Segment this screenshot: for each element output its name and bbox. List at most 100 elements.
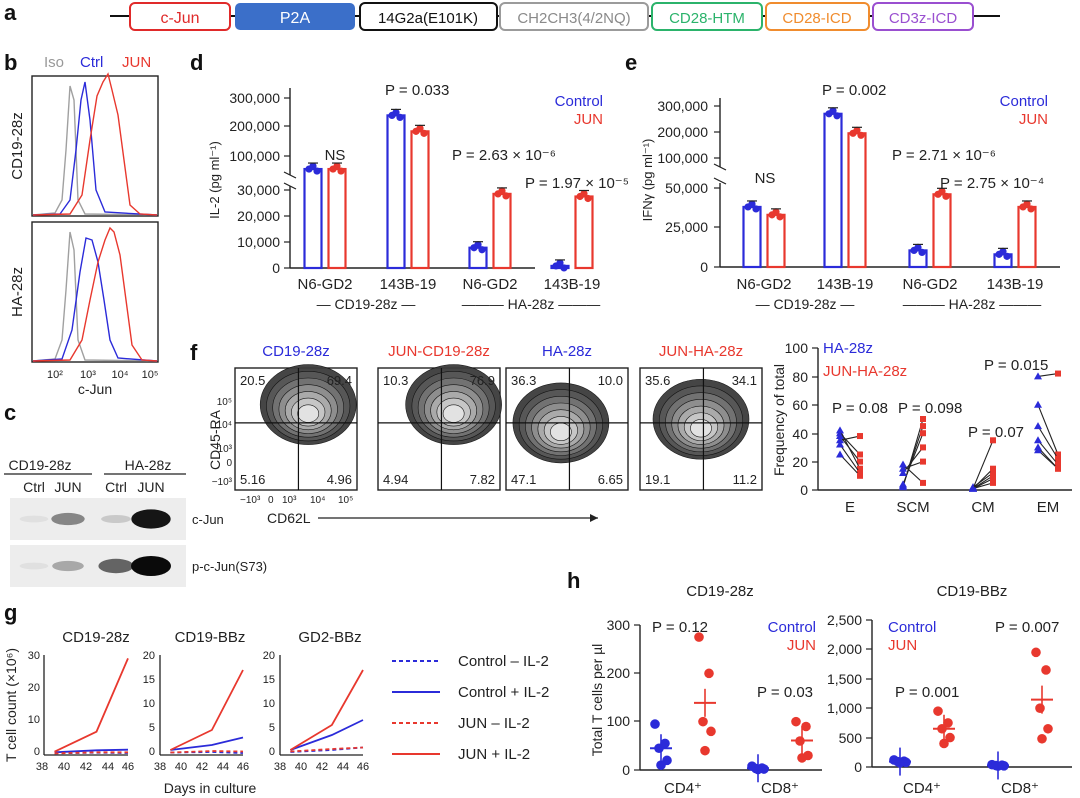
e-pval-1: NS — [755, 170, 776, 187]
h2-point-jun-0-0 — [933, 706, 943, 716]
h2-point-jun-0-4 — [939, 738, 949, 749]
e-pval-2: P = 0.002 — [822, 82, 886, 99]
g-legend-2: Control + IL-2 — [458, 684, 549, 701]
f-ylabel: CD45-RA — [207, 409, 223, 470]
f-contour-1-6 — [442, 404, 465, 423]
e-point-jun-1-1 — [853, 126, 861, 134]
g-title-2: CD19-BBz — [175, 629, 246, 646]
h2-pval-cd8: P = 0.007 — [995, 619, 1059, 636]
f2-pair-line-1-3 — [902, 447, 924, 474]
f2-point-ha-1-4 — [899, 464, 907, 472]
g3-xtick-40: 40 — [295, 761, 307, 773]
f2-point-jun-1-4 — [920, 458, 926, 465]
f-quadrant-2-0: 36.3 — [511, 373, 536, 388]
h2-ytick-500: 500 — [839, 730, 863, 746]
blot-band-0-3 — [131, 509, 171, 529]
h1-pval-cd4: P = 0.12 — [652, 619, 708, 636]
hist-ctrl-cd19 — [32, 81, 158, 216]
row-label-cd19: CD19-28z — [9, 112, 26, 180]
f2-point-jun-0-0 — [857, 433, 863, 440]
g3-xtick-38: 38 — [274, 761, 286, 773]
g3-line-1 — [290, 719, 364, 751]
f-quadrant-1-2: 4.94 — [383, 472, 408, 487]
e-cat-4: 143B-19 — [987, 276, 1044, 293]
e-legend-control: Control — [1000, 93, 1048, 110]
panel-d: d IL-2 (pg ml⁻¹) 300,000 200,000 100,000… — [190, 50, 629, 312]
c-lane-1: Ctrl — [23, 479, 45, 495]
f2-ylabel: Frequency of total — [771, 364, 787, 476]
e-ytick-300k: 300,000 — [657, 98, 708, 114]
g3-ytick-10: 10 — [263, 698, 275, 710]
f2-pair-line-3-0 — [1037, 373, 1059, 377]
f-quadrant-1-0: 10.3 — [383, 373, 408, 388]
g2-xtick-40: 40 — [175, 761, 187, 773]
panel-d-label: d — [190, 50, 203, 75]
segment-14g2a-box — [359, 2, 498, 31]
panel-c: c CD19-28z HA-28z Ctrl JUN Ctrl JUN c-Ju… — [4, 400, 267, 587]
f2-point-jun-1-5 — [920, 479, 926, 486]
f2-cat-cm: CM — [971, 499, 994, 516]
h2-point-jun-1-1 — [1041, 665, 1051, 675]
g2-ytick-10: 10 — [143, 698, 155, 710]
h1-pval-cd8: P = 0.03 — [757, 684, 813, 701]
panel-a: a c-Jun P2A 14G2a(E101K) CH2CH3(4/2NQ) C… — [4, 0, 1000, 31]
f2-pair-line-2-0 — [972, 482, 994, 490]
f-ytick-1: 10⁵ — [217, 397, 232, 408]
d-point-control-2-2 — [478, 246, 486, 254]
blot-band-1-1 — [52, 560, 84, 572]
f2-pair-line-3-5 — [1037, 449, 1059, 470]
d-bar-control-1 — [386, 114, 406, 270]
d-bar-jun-3 — [574, 195, 594, 270]
e-bar-control-1 — [823, 112, 843, 269]
h2-cat-cd8: CD8⁺ — [1001, 780, 1039, 797]
e-point-control-1-2 — [833, 112, 841, 120]
f-xtick-3: 10³ — [282, 495, 297, 506]
f2-legend-jun: JUN-HA-28z — [823, 363, 907, 380]
h1-legend-control: Control — [768, 619, 816, 636]
d-ytick-200k: 200,000 — [229, 118, 280, 134]
blot-label-pcjun: p-c-Jun(S73) — [192, 559, 267, 574]
f-contour-2-6 — [550, 422, 572, 442]
h2-pval-cd4: P = 0.001 — [895, 684, 959, 701]
f2-pair-line-3-2 — [1037, 425, 1059, 460]
segment-htm: CD28-HTM — [669, 10, 745, 27]
f2-pair-line-1-5 — [902, 464, 924, 484]
legend-iso: Iso — [44, 54, 64, 71]
h1-point-jun-0-0 — [694, 632, 704, 642]
f-ytick-3: 10³ — [218, 444, 233, 455]
panel-f2: Frequency of total 0 20 40 60 80 100 E S… — [771, 340, 1072, 516]
segment-cjun: c-Jun — [160, 10, 199, 27]
g2-ytick-5: 5 — [149, 722, 155, 734]
e-group-1: — CD19-28z — — [756, 296, 855, 312]
h1-ytick-100: 100 — [607, 713, 631, 729]
d-point-jun-0-1 — [333, 162, 341, 170]
g1-line-1 — [54, 748, 129, 754]
d-point-control-3-2 — [560, 264, 568, 272]
d-ytick-30k: 30,000 — [237, 182, 280, 198]
f2-pair-line-3-1 — [1037, 404, 1059, 455]
f2-point-ha-2-5 — [969, 484, 977, 492]
g1-ytick-30: 30 — [28, 650, 40, 662]
e-cat-3: N6-GD2 — [902, 276, 957, 293]
f2-pair-line-0-3 — [839, 430, 861, 469]
d-ylabel: IL-2 (pg ml⁻¹) — [207, 141, 222, 219]
d-bar-jun-1 — [410, 130, 430, 270]
segment-htm-box — [651, 2, 763, 31]
f2-point-jun-2-0 — [990, 479, 996, 486]
f2-point-ha-0-4 — [836, 440, 844, 448]
segment-icd: CD28-ICD — [782, 10, 851, 27]
c-group-ha: HA-28z — [125, 457, 172, 473]
d-ytick-20k: 20,000 — [237, 208, 280, 224]
f2-pval-scm: P = 0.098 — [898, 400, 962, 417]
e-point-jun-1-2 — [857, 131, 865, 139]
f2-legend-ha: HA-28z — [823, 340, 873, 357]
f-xtick-1: −10³ — [240, 495, 261, 506]
g1-ytick-20: 20 — [28, 682, 40, 694]
c-lane-4: JUN — [137, 479, 164, 495]
g3-line-3 — [289, 669, 364, 751]
f2-ytick-60: 60 — [792, 397, 808, 413]
f-title-3: JUN-HA-28z — [659, 343, 743, 360]
g1-ytick-0: 0 — [34, 746, 40, 758]
h2-ytick-1500: 1,500 — [827, 671, 862, 687]
legend-ctrl: Ctrl — [80, 54, 103, 71]
